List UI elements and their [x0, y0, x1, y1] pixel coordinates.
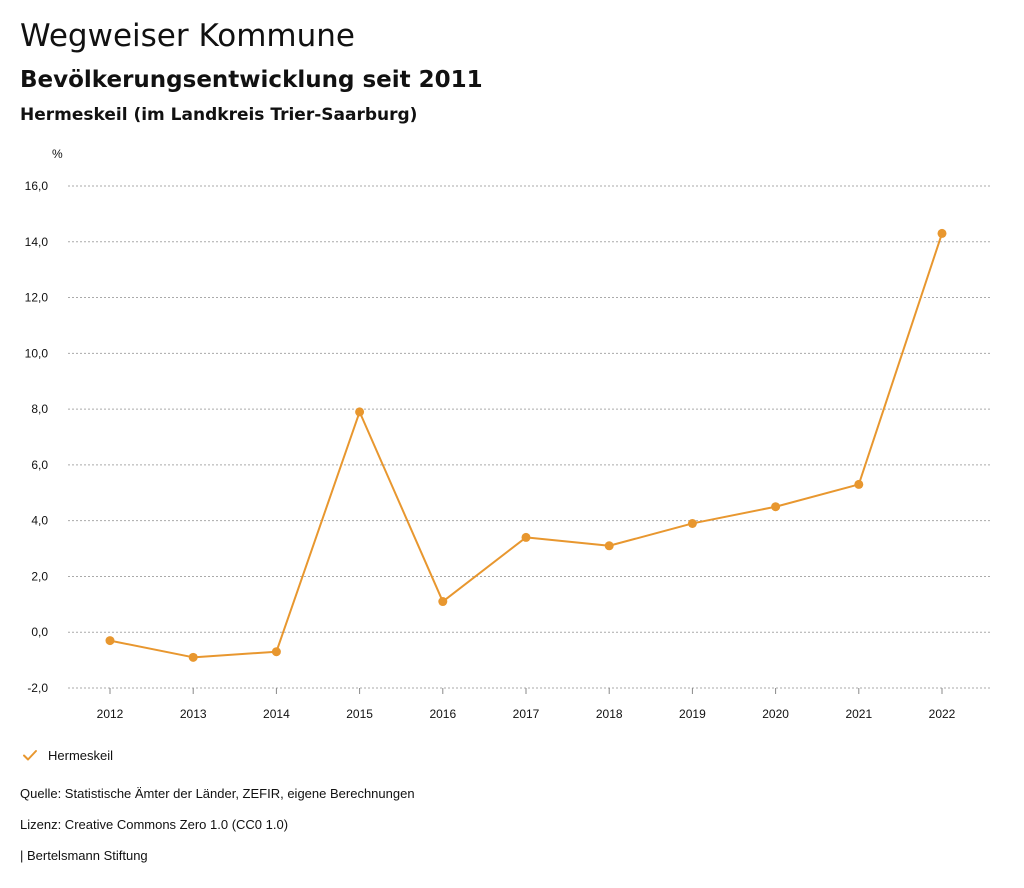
y-tick-label: 0,0: [31, 625, 48, 639]
page-title: Wegweiser Kommune: [20, 18, 355, 54]
brand-note: | Bertelsmann Stiftung: [20, 848, 148, 863]
y-tick-label: 8,0: [31, 402, 48, 416]
y-tick-label: 4,0: [31, 514, 48, 528]
data-point: [105, 636, 115, 646]
x-tick-label: 2016: [429, 707, 456, 721]
series-layer: [105, 228, 947, 662]
y-tick-label: 6,0: [31, 458, 48, 472]
grid-layer: [68, 185, 990, 689]
x-tick-label: 2018: [596, 707, 623, 721]
data-point: [771, 502, 781, 512]
x-tick-label: 2021: [845, 707, 872, 721]
x-tick-label: 2020: [762, 707, 789, 721]
line-chart: % -2,0 0,0 2,0 4,0 6,0 8,0 10,0 12,0 14,0 16,0 2012…: [25, 147, 990, 721]
x-tick-label: 2014: [263, 707, 290, 721]
x-tick-label: 2015: [346, 707, 373, 721]
y-tick-label: -2,0: [27, 681, 48, 695]
source-note: Quelle: Statistische Ämter der Länder, Z…: [20, 786, 415, 801]
legend-item-hermeskeil[interactable]: Hermeskeil: [22, 744, 113, 766]
chart-subtitle: Bevölkerungsentwicklung seit 2011: [20, 67, 483, 93]
x-tick-label: 2012: [97, 707, 124, 721]
x-tick-label: 2022: [929, 707, 956, 721]
data-point: [438, 597, 448, 607]
data-point: [355, 407, 365, 417]
region-label: Hermeskeil (im Landkreis Trier-Saarburg): [20, 105, 418, 125]
data-point: [937, 228, 947, 238]
y-tick-label: 10,0: [25, 346, 49, 360]
x-tick-label: 2017: [513, 707, 540, 721]
y-tick-label: 12,0: [25, 291, 49, 305]
x-tick-label: 2019: [679, 707, 706, 721]
data-point: [188, 652, 198, 662]
check-icon: [23, 750, 37, 761]
y-tick-label: 14,0: [25, 235, 49, 249]
axis-layer: % -2,0 0,0 2,0 4,0 6,0 8,0 10,0 12,0 14,0 16,0 2012…: [25, 147, 956, 721]
data-point: [271, 647, 281, 657]
series-line-hermeskeil: [109, 233, 943, 659]
license-note: Lizenz: Creative Commons Zero 1.0 (CC0 1…: [20, 817, 289, 832]
data-point: [854, 479, 864, 489]
legend-label: Hermeskeil: [48, 747, 114, 763]
x-tick-label: 2013: [180, 707, 207, 721]
data-point: [521, 532, 531, 542]
data-point: [687, 518, 697, 528]
y-tick-label: 16,0: [25, 179, 49, 193]
y-axis-unit: %: [52, 147, 63, 161]
y-tick-label: 2,0: [31, 569, 48, 583]
data-point: [604, 541, 614, 551]
